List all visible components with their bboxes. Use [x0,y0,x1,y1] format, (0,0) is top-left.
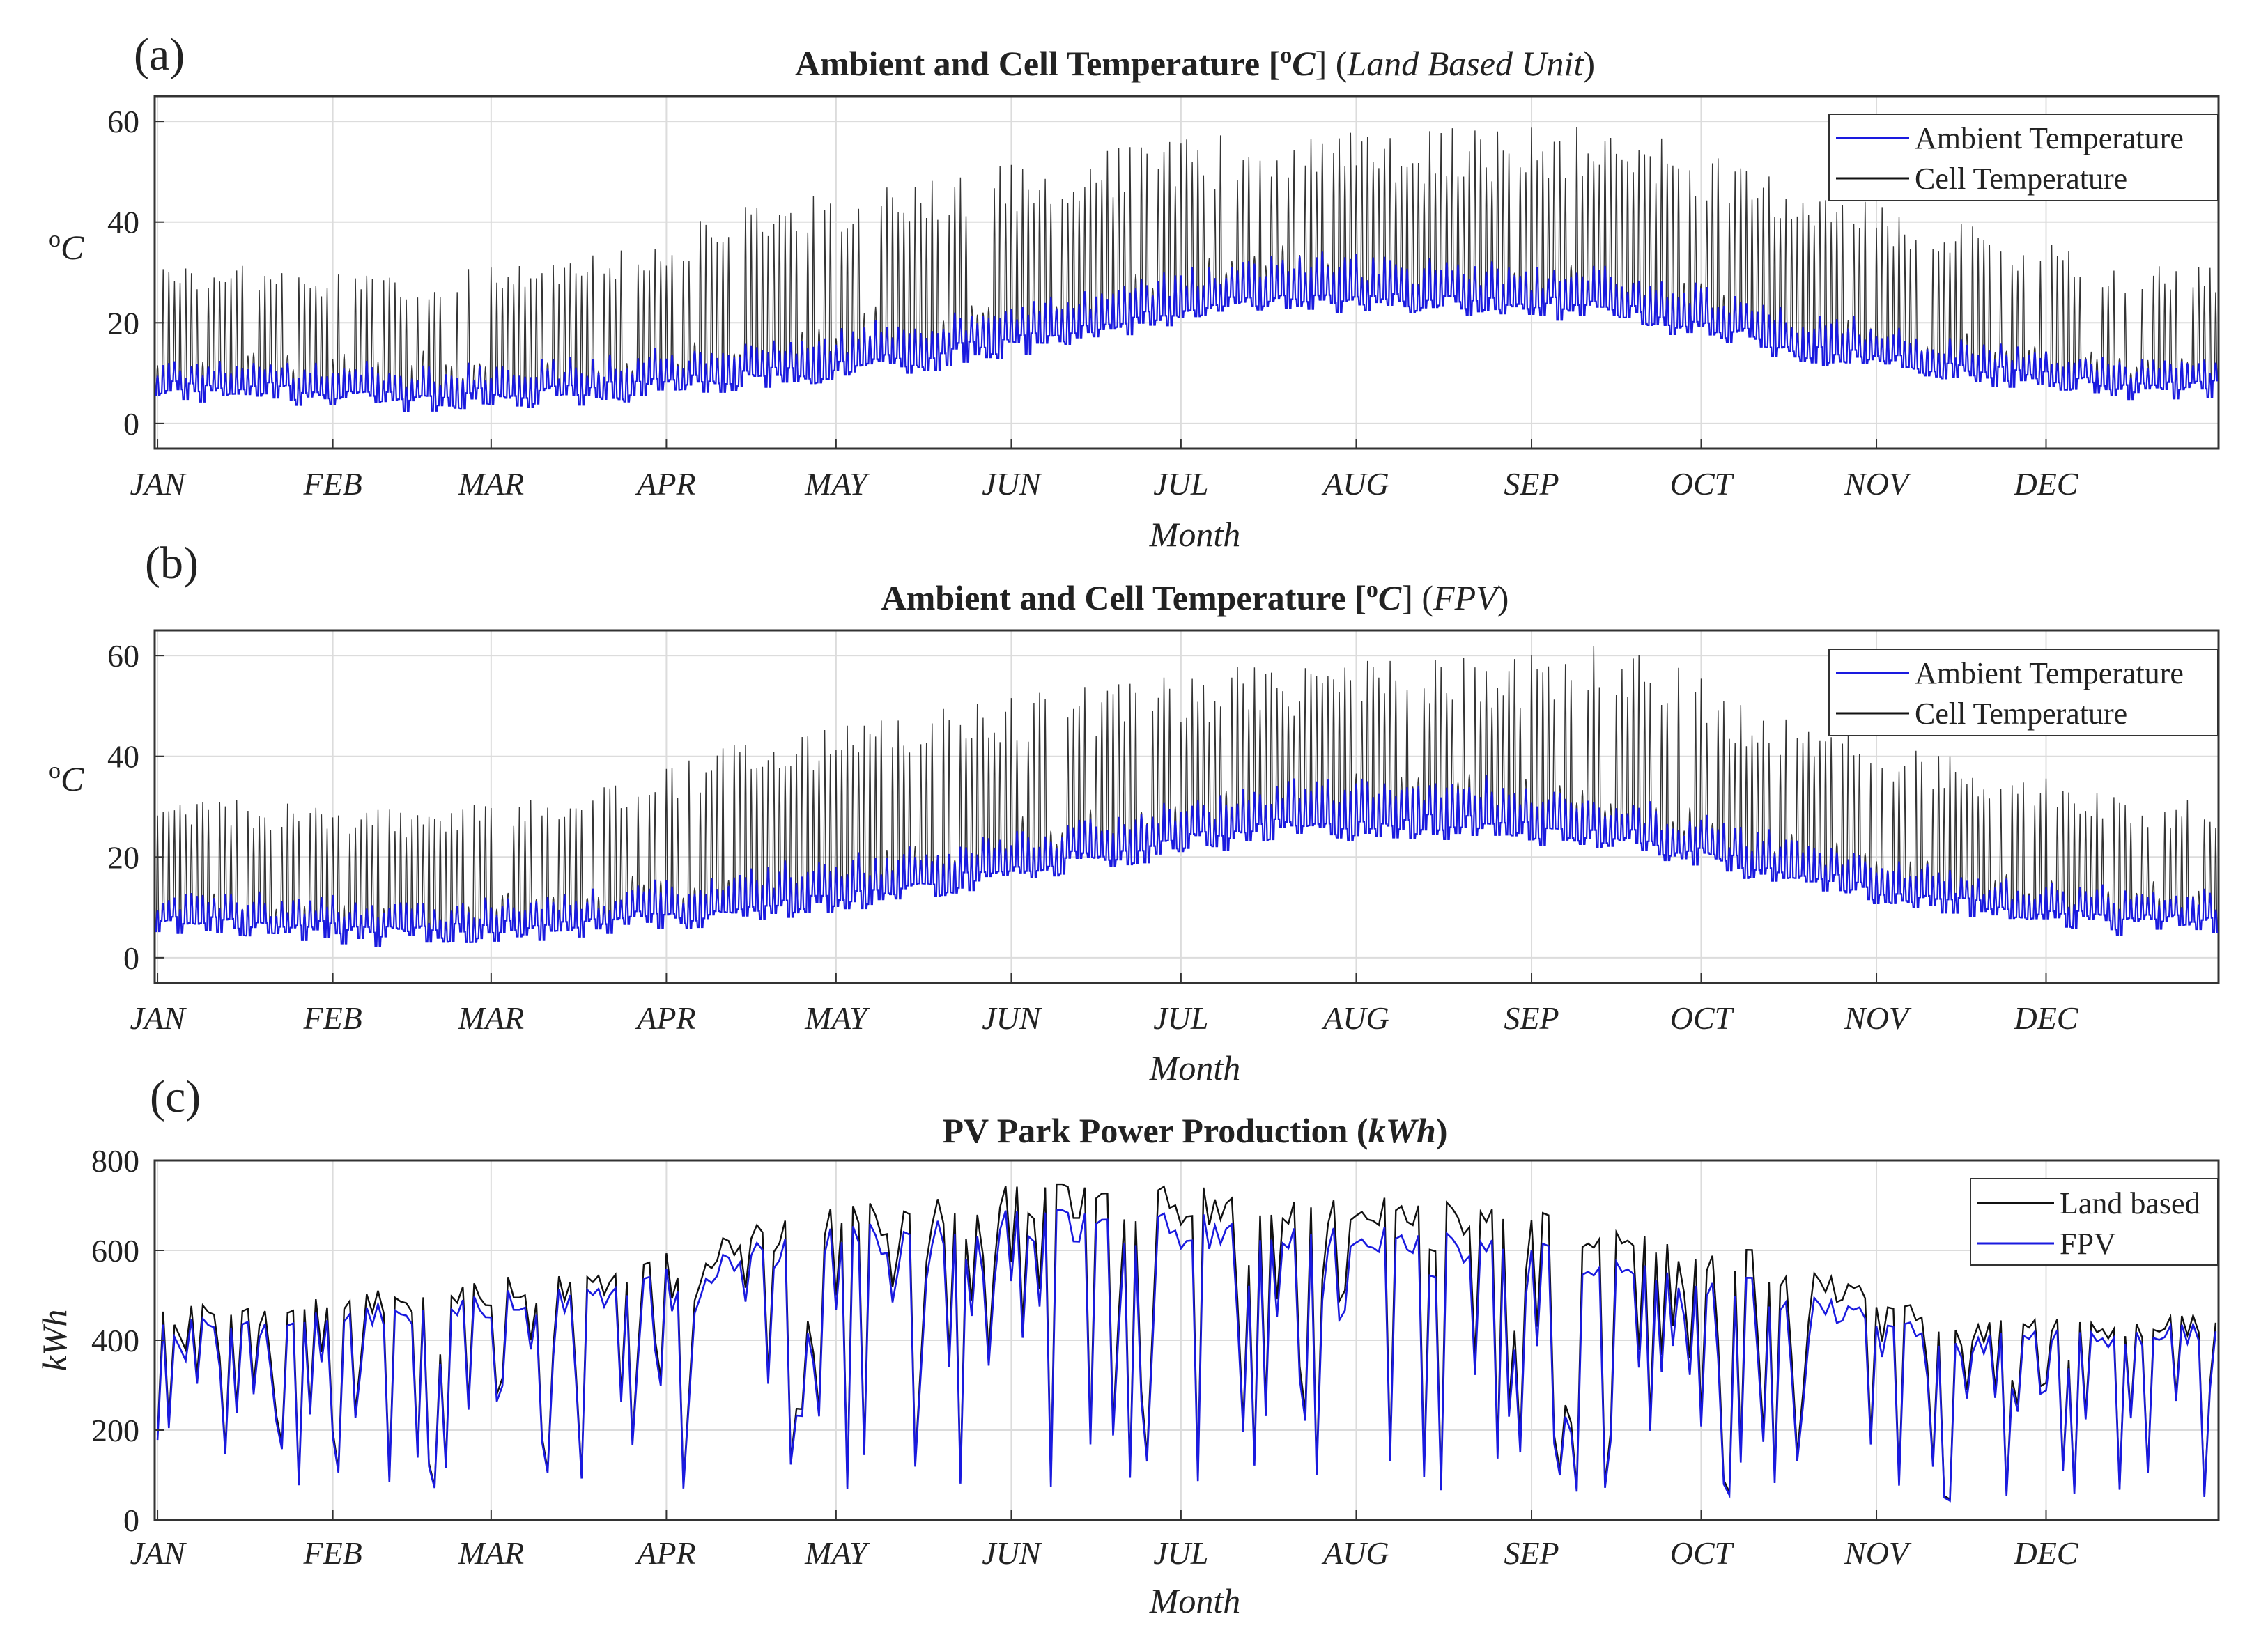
panel-b-plot [155,646,2219,947]
panel-a-xtick-label: NOV [1844,466,1912,502]
panel-b-ytick-label: 40 [107,739,139,775]
panel-c-ytick-label: 400 [91,1323,139,1358]
panel-c-yticks: 0 200 400 600 800 [91,1143,164,1538]
panel-c-xtick-label: MAR [458,1535,525,1571]
panel-b-xtick-label: JAN [130,1000,187,1036]
panel-b-xlabel: Month [1149,1048,1241,1087]
panel-c-legend: Land based FPV [1970,1178,2219,1266]
panel-c-title: PV Park Power Production (kWh) [943,1111,1448,1150]
panel-c-ytick-label: 600 [91,1233,139,1269]
panel-a-ytick-label: 40 [107,205,139,240]
panel-a-xtick-label: SEP [1504,466,1559,502]
panel-a-xtick-label: JUN [982,466,1042,502]
panel-b-title: Ambient and Cell Temperature [oC] (FPV) [881,577,1509,618]
panel-a-xtick-label: DEC [2013,466,2078,502]
panel-b-xtick-label: DEC [2013,1000,2078,1036]
panel-c-ylabel: kWh [35,1310,74,1372]
panel-a: (a) Ambient and Cell Temperature [oC] (L… [49,29,2220,554]
panel-b-xtick-label: AUG [1321,1000,1389,1036]
panel-a-yticks: 0 20 40 60 [107,104,164,442]
panel-b-xtick-label: APR [635,1000,695,1036]
panel-c-xtick-label: AUG [1321,1535,1389,1571]
panel-b-legend-ambient-label: Ambient Temperature [1915,656,2184,690]
panel-a-xtick-label: APR [635,466,695,502]
panel-c-ytick-label: 200 [91,1413,139,1448]
panel-c-label: (c) [150,1071,201,1122]
panel-b-xtick-label: JUL [1153,1000,1208,1036]
panel-a-plot [155,127,2219,412]
panel-b-xtick-label: MAR [458,1000,525,1036]
panel-b: (b) Ambient and Cell Temperature [oC] (F… [49,538,2220,1087]
panel-b-ytick-label: 20 [107,839,139,875]
panel-c-ytick-label: 0 [123,1503,139,1538]
panel-c-xtick-label: JAN [130,1535,187,1571]
panel-c-legend-land-label: Land based [2060,1186,2200,1220]
panel-b-xticks: JAN FEB MAR APR MAY JUN JUL AUG SEP OCT NOV DEC [130,973,2079,1036]
panel-a-legend-ambient-label: Ambient Temperature [1915,121,2184,155]
panel-c-xtick-label: NOV [1844,1535,1912,1571]
panel-c-legend-fpv-label: FPV [2060,1227,2116,1261]
panel-a-legend: Ambient Temperature Cell Temperature [1828,114,2219,201]
panel-b-legend-box [1828,649,2219,736]
panel-c-xtick-label: MAY [804,1535,870,1571]
panel-a-ytick-label: 0 [123,406,139,442]
panel-b-xtick-label: NOV [1844,1000,1912,1036]
panel-a-xtick-label: FEB [302,466,362,502]
panel-c-legend-box [1970,1178,2219,1266]
panel-a-xtick-label: OCT [1670,466,1735,502]
panel-b-ytick-label: 60 [107,638,139,674]
panel-c-xtick-label: OCT [1670,1535,1735,1571]
panel-a-xtick-label: MAR [458,466,525,502]
panel-c-xlabel: Month [1149,1581,1241,1620]
panel-b-legend: Ambient Temperature Cell Temperature [1828,649,2219,736]
panel-b-axes-box [153,629,2220,984]
panel-a-title: Ambient and Cell Temperature [oC] (Land … [795,42,1595,84]
panel-c-xtick-label: APR [635,1535,695,1571]
panel-b-xtick-label: MAY [804,1000,870,1036]
panel-a-xtick-label: MAY [804,466,870,502]
panel-c: (c) PV Park Power Production (kWh) 0 200 4… [35,1071,2220,1620]
panel-c-xtick-label: SEP [1504,1535,1559,1571]
panel-b-xtick-label: OCT [1670,1000,1735,1036]
panel-c-xtick-label: JUL [1153,1535,1208,1571]
panel-a-xticks: JAN FEB MAR APR MAY JUN JUL AUG SEP OCT NOV DEC [130,439,2079,502]
panel-a-xtick-label: JAN [130,466,187,502]
panel-c-xtick-label: FEB [302,1535,362,1571]
panel-a-xtick-label: AUG [1321,466,1389,502]
panel-a-label: (a) [134,29,185,80]
panel-c-series-fpv [156,1209,2217,1503]
panel-a-ytick-label: 20 [107,305,139,341]
panel-c-xtick-label: DEC [2013,1535,2078,1571]
panel-c-plot [156,1183,2217,1503]
panel-a-ytick-label: 60 [107,104,139,139]
panel-a-legend-cell-label: Cell Temperature [1915,162,2127,196]
panel-b-yticks: 0 20 40 60 [107,638,164,976]
panel-b-label: (b) [145,538,199,589]
panel-b-ytick-label: 0 [123,940,139,976]
panel-b-series-ambient-temperature [155,775,2219,947]
panel-b-legend-cell-label: Cell Temperature [1915,697,2127,731]
panel-a-legend-box [1828,114,2219,201]
panel-a-series-ambient-temperature [155,251,2219,412]
panel-b-xtick-label: FEB [302,1000,362,1036]
panel-b-ylabel: oC [49,758,84,799]
panel-a-xtick-label: JUL [1153,466,1208,502]
panel-c-xticks: JAN FEB MAR APR MAY JUN JUL AUG SEP OCT NOV DEC [130,1510,2079,1571]
panel-a-axes-box [153,95,2220,450]
panel-b-xtick-label: SEP [1504,1000,1559,1036]
panel-a-ylabel: oC [49,226,84,267]
panel-c-xtick-label: JUN [982,1535,1042,1571]
panel-b-xtick-label: JUN [982,1000,1042,1036]
panel-a-xlabel: Month [1149,515,1241,554]
panel-c-ytick-label: 800 [91,1143,139,1179]
